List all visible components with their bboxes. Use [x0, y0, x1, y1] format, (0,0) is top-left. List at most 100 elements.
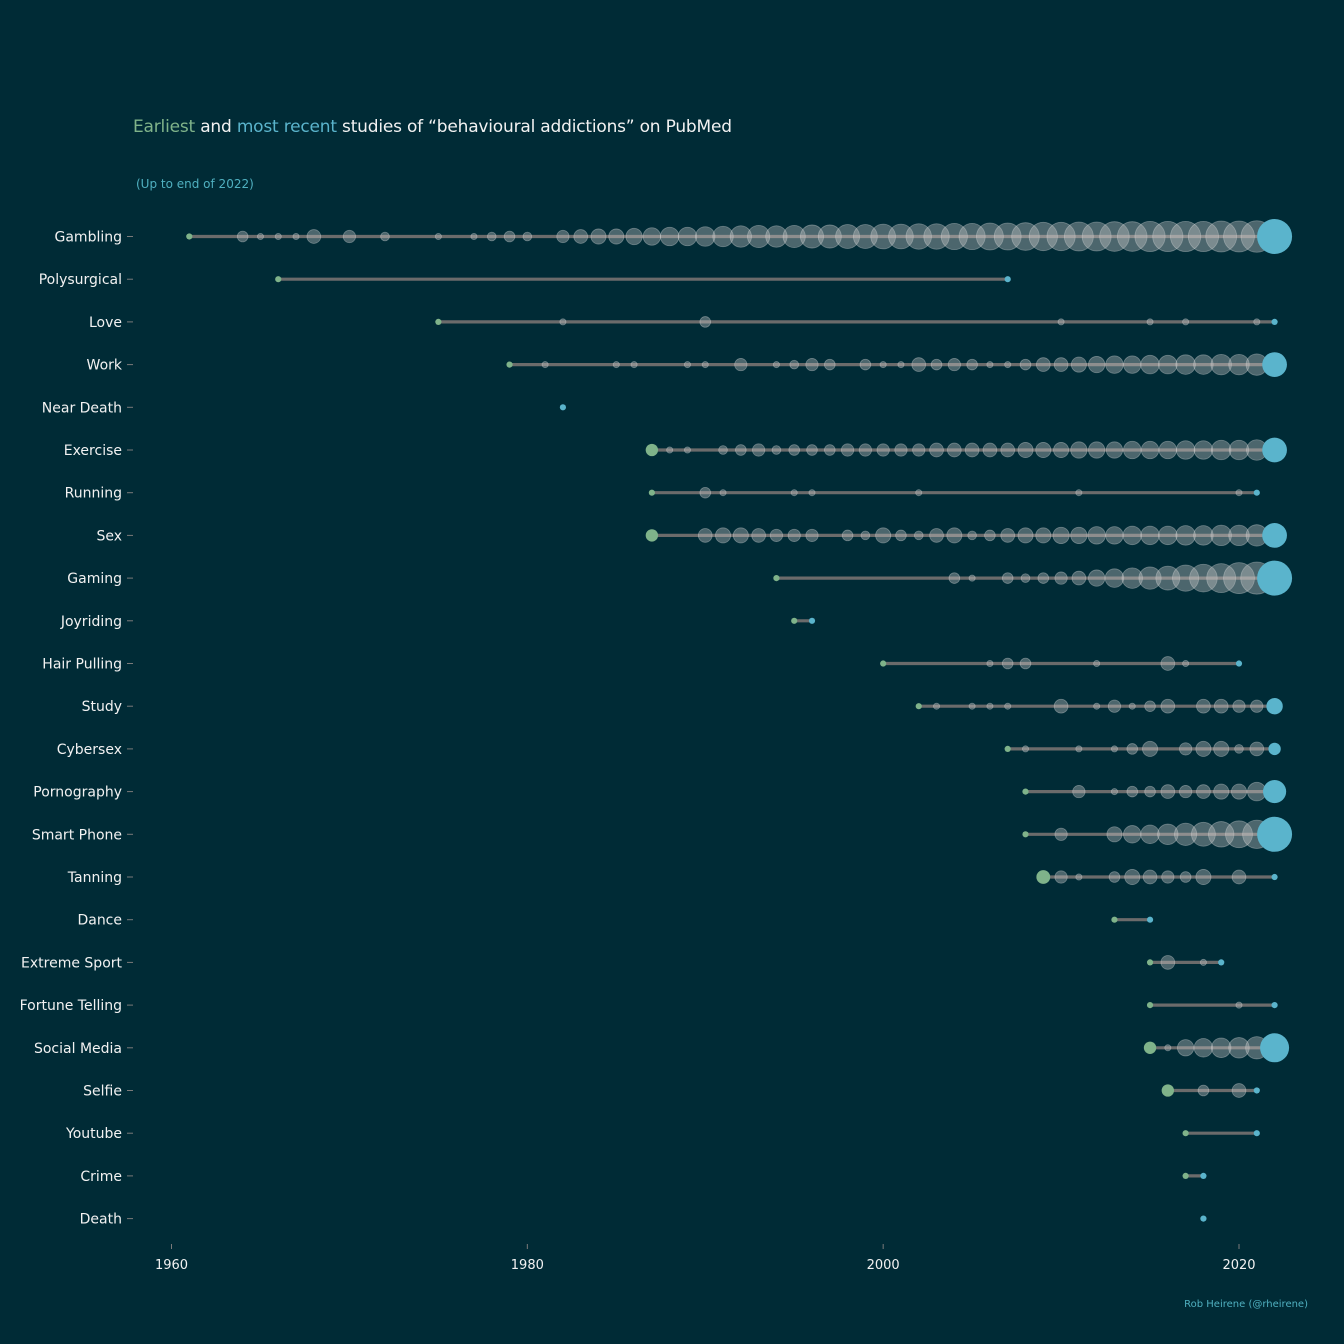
study-point — [824, 358, 836, 371]
study-point — [948, 572, 961, 584]
study-point — [699, 486, 712, 499]
study-point — [1195, 869, 1212, 885]
study-point — [840, 443, 855, 457]
most-recent-point — [1262, 437, 1287, 463]
study-point — [895, 529, 907, 542]
study-point — [835, 224, 860, 249]
row-label-work: Work — [87, 358, 123, 374]
earliest-point — [1036, 870, 1051, 884]
study-point — [1210, 524, 1232, 547]
study-point — [1123, 355, 1142, 374]
study-point — [905, 223, 932, 250]
row-label-near-death: Near Death — [42, 400, 122, 416]
study-point — [1140, 354, 1160, 375]
most-recent-point — [1146, 916, 1154, 923]
study-point — [1160, 955, 1176, 970]
study-point — [1088, 441, 1106, 459]
row-label-tanning: Tanning — [67, 870, 122, 886]
study-point — [1175, 525, 1196, 546]
study-point — [782, 224, 806, 249]
study-point — [1144, 700, 1156, 712]
study-point — [1158, 525, 1178, 546]
study-point — [805, 358, 819, 372]
study-point — [1126, 785, 1139, 798]
study-point — [911, 357, 927, 372]
study-point — [630, 361, 638, 369]
study-point — [1001, 657, 1014, 670]
study-point — [735, 444, 747, 456]
study-point — [1170, 220, 1202, 253]
study-point — [1175, 440, 1196, 460]
study-point — [1179, 871, 1192, 883]
study-point — [1232, 699, 1246, 713]
study-point — [1182, 660, 1190, 667]
study-point — [342, 229, 357, 244]
study-point — [1231, 1083, 1247, 1098]
study-point — [1070, 356, 1087, 373]
earliest-point — [435, 318, 442, 325]
study-point — [1011, 222, 1040, 251]
study-point — [677, 226, 698, 247]
study-point — [712, 225, 734, 248]
study-point — [984, 529, 996, 542]
study-point — [929, 528, 944, 543]
row-label-fortune-telling: Fortune Telling — [20, 998, 122, 1014]
study-point — [1004, 361, 1012, 369]
most-recent-point — [1263, 780, 1287, 804]
study-point — [434, 233, 442, 240]
study-point — [1019, 657, 1032, 670]
study-point — [982, 442, 998, 458]
most-recent-point — [1271, 318, 1278, 325]
study-point — [1164, 1044, 1172, 1052]
study-point — [1105, 355, 1124, 374]
study-point — [559, 318, 567, 326]
row-label-study: Study — [82, 699, 122, 715]
study-point — [765, 225, 788, 248]
study-point — [1235, 1001, 1243, 1009]
study-point — [715, 527, 732, 544]
study-point — [1205, 220, 1238, 253]
study-point — [236, 230, 249, 243]
study-point — [976, 222, 1004, 251]
study-point — [859, 358, 872, 371]
study-point — [1117, 221, 1148, 252]
earliest-point — [648, 489, 655, 496]
study-point — [729, 225, 752, 248]
earliest-point — [186, 233, 193, 240]
study-point — [1253, 318, 1261, 326]
most-recent-point — [1262, 523, 1287, 548]
study-point — [790, 489, 798, 497]
study-point — [1140, 525, 1160, 546]
x-tick-label: 2020 — [1222, 1258, 1255, 1273]
most-recent-point — [1257, 816, 1293, 852]
row-label-running: Running — [65, 486, 122, 502]
row-label-pornography: Pornography — [33, 785, 122, 801]
study-point — [888, 223, 914, 250]
study-point — [1211, 439, 1232, 461]
study-point — [590, 228, 607, 245]
study-point — [1053, 357, 1069, 372]
study-point — [292, 233, 300, 240]
study-point — [1193, 440, 1214, 460]
study-point — [1020, 573, 1031, 583]
study-point — [1075, 489, 1083, 497]
most-recent-point — [1257, 560, 1293, 596]
study-point — [966, 358, 978, 371]
study-point — [683, 446, 691, 454]
study-point — [930, 358, 943, 371]
study-point — [1197, 1084, 1210, 1097]
study-point — [1138, 566, 1162, 590]
row-label-social-media: Social Media — [34, 1041, 122, 1057]
earliest-point — [645, 443, 659, 457]
study-point — [1017, 442, 1034, 458]
study-point — [1249, 741, 1265, 757]
chart-subtitle: (Up to end of 2022) — [136, 177, 254, 191]
study-point — [1213, 783, 1230, 800]
study-point — [912, 443, 926, 457]
earliest-point — [1182, 1130, 1189, 1137]
study-point — [470, 233, 478, 240]
x-tick-label: 2000 — [867, 1258, 900, 1273]
study-point — [1206, 563, 1237, 594]
most-recent-point — [1260, 1033, 1290, 1063]
study-point — [747, 224, 771, 249]
